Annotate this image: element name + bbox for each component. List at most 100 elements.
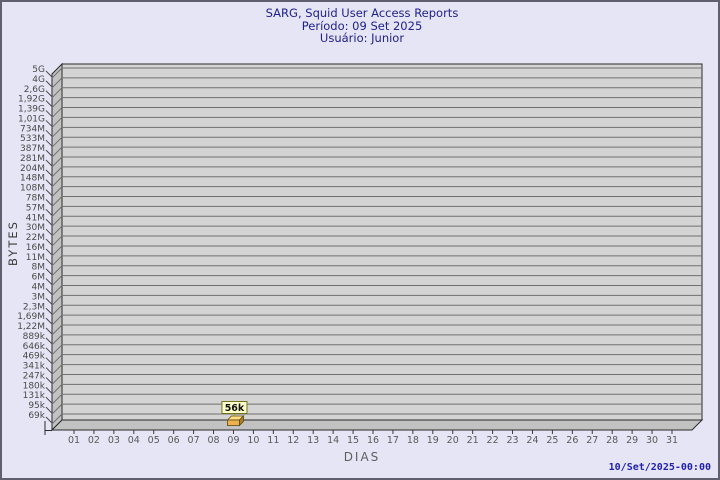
y-tick-mark: [45, 90, 53, 98]
wall-tick-diagonal: [51, 354, 63, 366]
report-timestamp: 10/Set/2025-00:00: [608, 462, 711, 473]
y-tick-mark: [45, 129, 53, 137]
x-tick-label: 20: [447, 435, 459, 446]
y-tick-mark: [45, 199, 53, 206]
y-tick-mark: [45, 149, 53, 157]
y-tick-label: 180k: [23, 381, 46, 391]
point-value-label: 56k: [225, 403, 245, 414]
y-tick-label: 1,69M: [17, 312, 45, 322]
y-tick-label: 108M: [20, 184, 45, 194]
y-tick-label: 533M: [20, 134, 45, 144]
x-axis-title: DIAS: [343, 450, 381, 464]
y-tick-label: 78M: [26, 194, 45, 204]
wall-tick-diagonal: [51, 196, 63, 207]
y-tick-label: 69k: [28, 411, 45, 421]
wall-tick-diagonal: [51, 87, 63, 99]
y-tick-label: 2,6G: [24, 85, 45, 95]
y-tick-mark: [45, 416, 53, 424]
y-tick-label: 4M: [32, 282, 46, 292]
x-tick-label: 03: [108, 435, 120, 446]
x-tick-label: 27: [586, 435, 598, 446]
wall-tick-diagonal: [51, 245, 63, 257]
x-tick-label: 01: [68, 435, 80, 446]
wall-tick-diagonal: [51, 136, 63, 148]
y-tick-label: 3M: [32, 292, 46, 302]
y-tick-label: 4G: [32, 75, 45, 85]
y-tick-label: 1,92G: [18, 95, 45, 105]
chart-user: Usuário: Junior: [319, 31, 405, 45]
x-tick-label: 05: [148, 435, 160, 446]
wall-tick-diagonal: [51, 364, 63, 375]
y-tick-mark: [45, 80, 53, 88]
wall-tick-diagonal: [51, 77, 63, 89]
wall-tick-diagonal: [51, 146, 63, 158]
y-tick-label: 889k: [23, 332, 46, 342]
wall-tick-diagonal: [51, 285, 63, 296]
x-tick-label: 17: [387, 435, 399, 446]
y-tick-mark: [45, 317, 53, 325]
wall-tick-diagonal: [51, 374, 63, 385]
x-tick-label: 16: [367, 435, 379, 446]
y-tick-mark: [45, 268, 53, 276]
y-tick-mark: [45, 298, 53, 305]
y-tick-label: 1,39G: [18, 105, 45, 115]
x-tick-label: 04: [128, 435, 140, 446]
wall-tick-diagonal: [51, 383, 63, 395]
plot-back-wall: [61, 63, 703, 421]
y-tick-label: 30M: [26, 223, 45, 233]
wall-tick-diagonal: [51, 67, 63, 79]
bar-front-face: [227, 419, 240, 426]
y-tick-mark: [45, 110, 53, 117]
wall-tick-diagonal: [51, 295, 63, 306]
y-tick-mark: [45, 218, 53, 226]
y-tick-mark: [45, 139, 53, 147]
y-tick-mark: [45, 288, 53, 295]
wall-tick-diagonal: [51, 393, 63, 405]
y-tick-label: 281M: [20, 154, 45, 164]
wall-tick-diagonal: [51, 107, 63, 118]
wall-tick-diagonal: [51, 235, 63, 247]
wall-tick-diagonal: [51, 225, 63, 237]
y-tick-label: 41M: [26, 213, 45, 223]
y-tick-mark: [45, 396, 53, 404]
x-tick-label: 11: [267, 435, 279, 446]
x-tick-label: 06: [168, 435, 180, 446]
y-tick-mark: [45, 209, 53, 216]
y-tick-label: 148M: [20, 174, 45, 184]
y-tick-mark: [45, 347, 53, 355]
wall-tick-diagonal: [51, 156, 63, 168]
y-tick-mark: [45, 406, 53, 414]
bar-day-09: 56k: [221, 401, 248, 427]
wall-tick-diagonal: [51, 275, 63, 286]
x-tick-labels: 01 02 03 04 05 06 07 08 09 10 11 12 13 14 15 16 17 18 19 20…: [68, 430, 678, 446]
wall-tick-diagonal: [51, 413, 63, 425]
chart-period: Período: 09 Set 2025: [301, 18, 423, 33]
x-tick-label: 25: [546, 435, 558, 446]
y-tick-labels: 5G4G2,6G1,92G1,39G1,01G734M533M387M281M2…: [17, 65, 46, 421]
y-tick-mark: [45, 367, 53, 374]
y-tick-label: 57M: [26, 203, 45, 213]
x-tick-label: 23: [506, 435, 518, 446]
x-tick-label: 19: [427, 435, 439, 446]
y-tick-label: 16M: [26, 243, 45, 253]
wall-tick-diagonal: [51, 324, 63, 336]
y-tick-mark: [45, 258, 53, 266]
wall-tick-diagonal: [51, 344, 63, 356]
wall-tick-diagonal: [51, 186, 63, 197]
x-tick-label: 30: [646, 435, 658, 446]
plot-floor: [50, 419, 704, 431]
wall-tick-diagonal: [51, 126, 63, 138]
y-gridlines: [45, 67, 702, 425]
wall-tick-diagonal: [51, 166, 63, 178]
wall-tick-diagonal: [51, 304, 63, 316]
y-tick-mark: [45, 169, 53, 177]
y-tick-label: 1,01G: [18, 114, 45, 124]
y-tick-label: 247k: [23, 371, 46, 381]
y-tick-mark: [45, 386, 53, 394]
x-tick-label: 22: [487, 435, 499, 446]
y-tick-label: 341k: [23, 362, 46, 372]
y-tick-label: 6M: [32, 273, 46, 283]
x-tick-label: 12: [287, 435, 299, 446]
y-tick-mark: [45, 120, 53, 127]
